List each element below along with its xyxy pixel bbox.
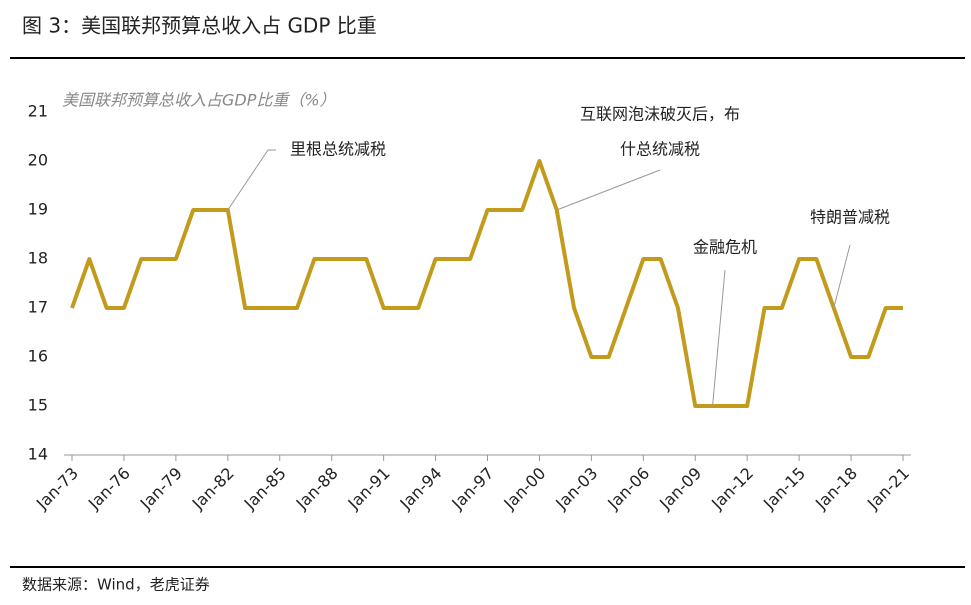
x-tick-label: Jan-82	[188, 464, 238, 514]
annotation: 金融危机	[693, 238, 757, 257]
x-tick-label: Jan-85	[240, 464, 290, 514]
x-tick-label: Jan-03	[551, 464, 601, 514]
x-tick-label: Jan-79	[136, 464, 186, 514]
x-tick-label: Jan-09	[655, 464, 705, 514]
x-tick-label: Jan-12	[707, 464, 757, 514]
x-tick-label: Jan-18	[811, 464, 861, 514]
y-tick-label: 20	[28, 151, 48, 170]
x-tick-label: Jan-97	[447, 464, 497, 514]
y-tick-label: 21	[28, 102, 48, 121]
annotation: 互联网泡沫破灭后，布	[580, 105, 740, 124]
annotation-leader	[556, 169, 661, 211]
x-tick-label: Jan-91	[344, 464, 394, 514]
x-tick-label: Jan-15	[759, 464, 809, 514]
annotation: 里根总统减税	[290, 140, 386, 159]
annotation: 什总统减税	[620, 140, 700, 159]
y-tick-label: 19	[28, 200, 48, 219]
x-tick-label: Jan-88	[292, 464, 342, 514]
x-tick-label: Jan-94	[396, 464, 446, 514]
y-tick-label: 15	[28, 396, 48, 415]
x-tick-label: Jan-06	[603, 464, 653, 514]
series-line	[70, 159, 903, 408]
y-tick-label: 18	[28, 249, 48, 268]
x-tick-label: Jan-76	[84, 464, 134, 514]
annotation-leader	[833, 244, 851, 309]
y-axis-label: 美国联邦预算总收入占GDP比重（%）	[62, 91, 336, 110]
y-tick-label: 17	[28, 298, 48, 317]
annotation: 特朗普减税	[810, 208, 890, 227]
source: 数据来源：Wind，老虎证券	[22, 576, 210, 594]
annotation-leader	[227, 149, 276, 211]
x-tick-label: Jan-21	[863, 464, 913, 514]
y-tick-label: 16	[28, 347, 48, 366]
annotation-leader	[712, 269, 726, 407]
x-tick-label: Jan-73	[32, 464, 82, 514]
chart-title: 图 3：美国联邦预算总收入占 GDP 比重	[22, 14, 377, 38]
y-tick-label: 14	[28, 445, 48, 464]
x-tick-label: Jan-00	[499, 464, 549, 514]
